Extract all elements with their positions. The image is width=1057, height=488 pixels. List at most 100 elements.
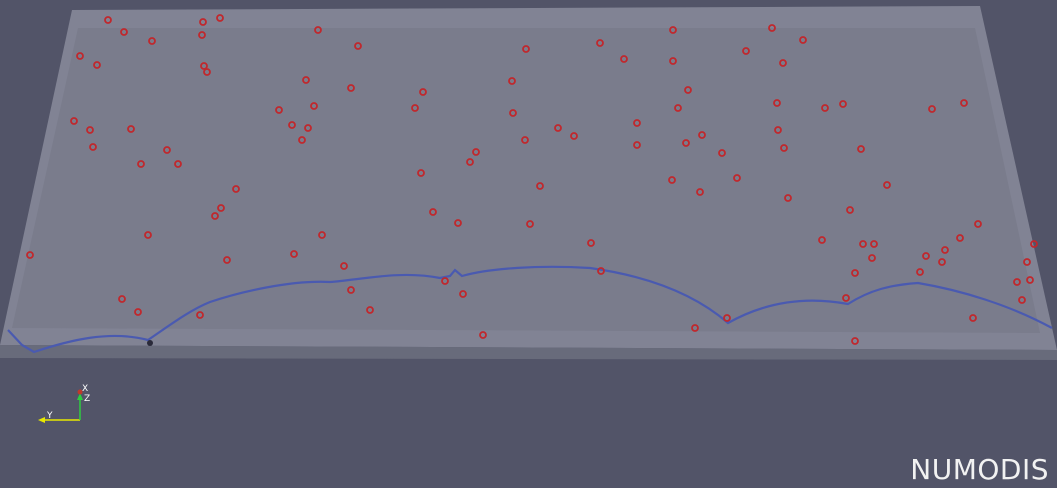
particle	[718, 149, 726, 157]
particle	[70, 117, 78, 125]
particle	[347, 84, 355, 92]
particle	[633, 119, 641, 127]
particle	[684, 86, 692, 94]
z-axis-label: Z	[84, 394, 90, 404]
particle	[314, 26, 322, 34]
particle	[696, 188, 704, 196]
particle	[340, 262, 348, 270]
z-axis-arrow	[77, 393, 83, 400]
particle	[742, 47, 750, 55]
particle	[799, 36, 807, 44]
particle	[163, 146, 171, 154]
particle	[674, 104, 682, 112]
particle	[922, 252, 930, 260]
particle	[857, 145, 865, 153]
particle	[723, 314, 731, 322]
particle	[302, 76, 310, 84]
particle	[76, 52, 84, 60]
particle	[851, 337, 859, 345]
particle	[839, 100, 847, 108]
particle	[232, 185, 240, 193]
particle	[174, 160, 182, 168]
particle	[818, 236, 826, 244]
particle	[846, 206, 854, 214]
particle	[223, 256, 231, 264]
particle	[1018, 296, 1026, 304]
particle	[1030, 240, 1038, 248]
particle	[509, 109, 517, 117]
particle	[941, 246, 949, 254]
particle	[1026, 276, 1034, 284]
particle	[479, 331, 487, 339]
particle	[974, 220, 982, 228]
particle	[938, 258, 946, 266]
particle	[366, 306, 374, 314]
particle	[536, 182, 544, 190]
particle	[93, 61, 101, 69]
slab-top-face	[12, 28, 1040, 333]
particle	[883, 181, 891, 189]
particle	[217, 204, 225, 212]
particle	[198, 31, 206, 39]
x-axis-dot	[77, 389, 83, 395]
particle	[419, 88, 427, 96]
particle	[669, 57, 677, 65]
particle	[120, 28, 128, 36]
particle	[780, 144, 788, 152]
particle	[928, 105, 936, 113]
particle	[596, 39, 604, 47]
particle	[134, 308, 142, 316]
particle	[508, 77, 516, 85]
particle	[633, 141, 641, 149]
particle	[472, 148, 480, 156]
particle	[774, 126, 782, 134]
particle	[304, 124, 312, 132]
particle	[347, 286, 355, 294]
particle	[620, 55, 628, 63]
particle	[597, 267, 605, 275]
particle	[960, 99, 968, 107]
particle-group	[26, 14, 1038, 345]
particle	[969, 314, 977, 322]
particle	[26, 251, 34, 259]
particle	[118, 295, 126, 303]
particle	[318, 231, 326, 239]
particle	[466, 158, 474, 166]
particle	[104, 16, 112, 24]
particle	[290, 250, 298, 258]
particle	[200, 62, 208, 70]
particle	[691, 324, 699, 332]
y-axis-arrow	[38, 417, 45, 423]
particle	[89, 143, 97, 151]
particle	[956, 234, 964, 242]
x-axis-label: X	[82, 384, 88, 394]
particle	[275, 106, 283, 114]
particle	[773, 99, 781, 107]
particle	[199, 18, 207, 26]
particle	[429, 208, 437, 216]
particle	[1013, 278, 1021, 286]
particle	[733, 174, 741, 182]
dislocation-line	[7, 265, 1053, 354]
particle	[454, 219, 462, 227]
particle	[1023, 258, 1031, 266]
particle	[526, 220, 534, 228]
particle	[522, 45, 530, 53]
particle	[144, 231, 152, 239]
particle	[196, 311, 204, 319]
particle	[859, 240, 867, 248]
particle	[587, 239, 595, 247]
particle	[682, 139, 690, 147]
particle	[570, 132, 578, 140]
particle	[868, 254, 876, 262]
particle	[669, 26, 677, 34]
particle	[851, 269, 859, 277]
particle	[779, 59, 787, 67]
particle	[521, 136, 529, 144]
particle	[842, 294, 850, 302]
particle	[417, 169, 425, 177]
particle	[137, 160, 145, 168]
particle	[216, 14, 224, 22]
